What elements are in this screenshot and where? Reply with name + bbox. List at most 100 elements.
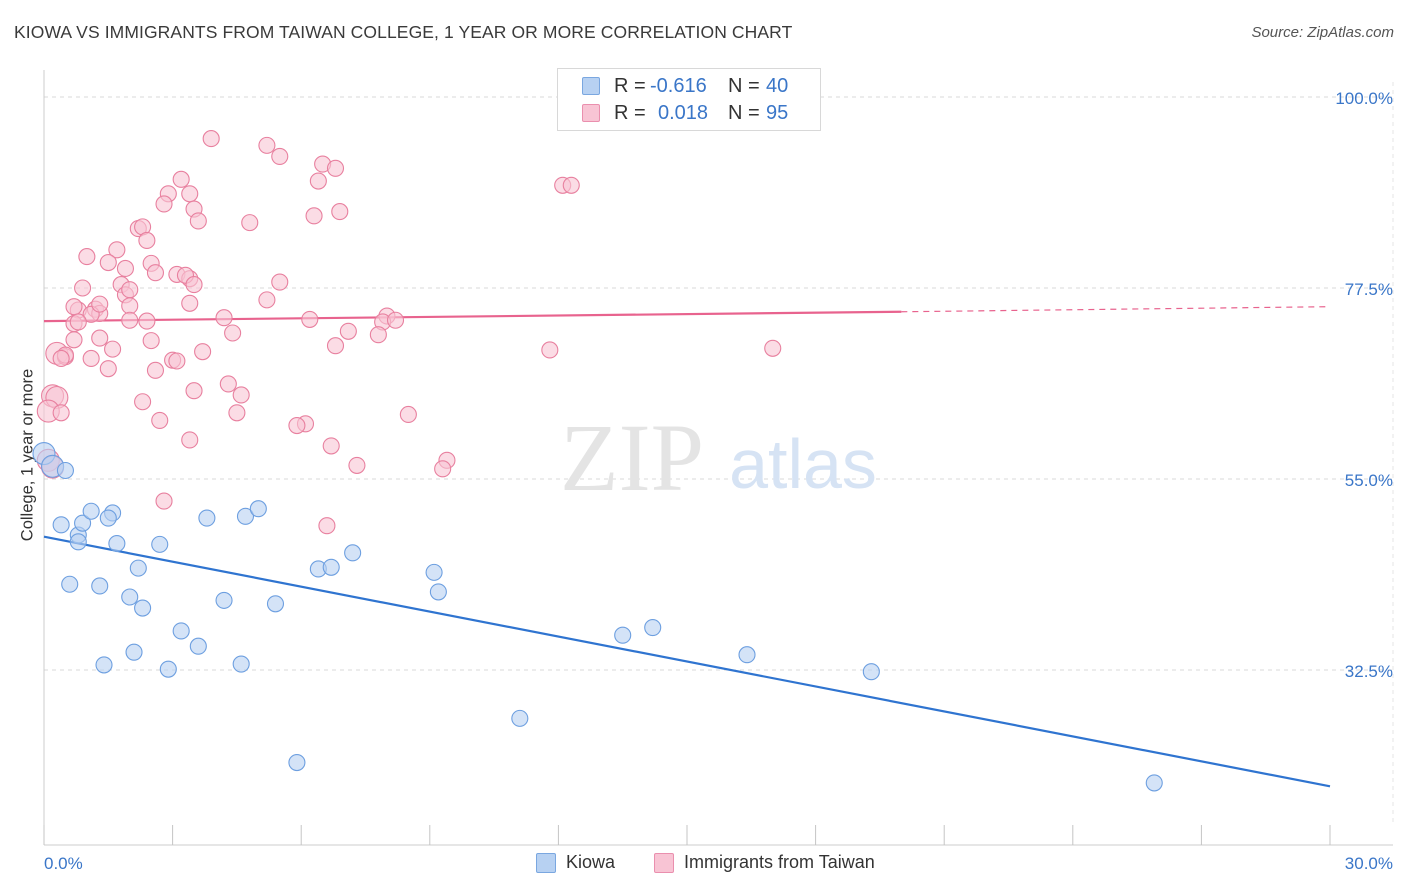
kiowa-point [644,619,662,637]
axes [43,70,1394,846]
kiowa-point [125,643,143,661]
taiwan-point [146,361,165,379]
taiwan-point [52,404,70,422]
kiowa-point [121,588,139,606]
taiwan-point [288,416,306,435]
taiwan-point [138,231,156,250]
taiwan-swatch [582,104,600,122]
taiwan-point [301,310,319,328]
taiwan-point [65,331,83,349]
legend-row-kiowa: R = -0.616 N = 40 [582,74,788,98]
kiowa-point [215,591,233,609]
taiwan-point [241,214,259,232]
kiowa-point [862,663,880,681]
taiwan-point [541,341,559,359]
taiwan-point [104,340,122,358]
taiwan-point [331,203,349,221]
taiwan-point [369,326,387,344]
taiwan-point [69,313,87,331]
kiowa-point [249,500,267,518]
taiwan-point [258,136,276,154]
kiowa-point [344,544,362,562]
taiwan-point [348,456,366,474]
taiwan-point [142,332,160,350]
taiwan-point [271,147,289,165]
taiwan-point [74,279,92,297]
taiwan-point [99,253,117,272]
x-tick-label: 30.0% [1345,854,1393,873]
taiwan-point [194,343,212,361]
taiwan-point [326,337,345,355]
legend-item-kiowa: Kiowa [536,852,615,873]
taiwan-point [219,375,237,393]
taiwan-point [322,437,340,455]
taiwan-point [155,195,173,213]
kiowa-point [266,595,285,613]
kiowa-n-value: 40 [766,74,789,97]
kiowa-point [56,461,74,480]
trend-lines [43,306,1331,788]
taiwan-trend-line [43,310,902,323]
kiowa-point [322,558,340,576]
taiwan-point [386,311,405,329]
kiowa-point [288,753,306,772]
taiwan-point [228,404,246,422]
taiwan-point [764,339,782,357]
kiowa-trend-line [43,535,1331,788]
kiowa-r-value: -0.616 [650,74,707,97]
taiwan-point [202,130,220,148]
taiwan-r-label: R = [614,101,646,124]
taiwan-point [121,311,139,329]
taiwan-point [172,170,190,188]
taiwan-point [224,324,242,342]
kiowa-point [151,535,169,553]
taiwan-point [309,172,327,190]
kiowa-point [614,626,632,644]
kiowa-point [159,660,177,678]
taiwan-point [326,159,345,177]
y-tick-label: 55.0% [1345,471,1393,490]
taiwan-point [151,411,169,429]
taiwan-legend-swatch [654,852,674,873]
kiowa-point [129,559,147,577]
taiwan-point [138,312,156,330]
kiowa-point [91,577,109,595]
kiowa-point [1145,774,1163,792]
taiwan-point [232,386,250,404]
taiwan-point [185,382,203,400]
taiwan-point [146,264,165,282]
kiowa-n-label: N = [728,74,760,97]
correlation-legend: R = -0.616 N = 40 R = 0.018 N = 95 [557,68,821,131]
taiwan-point [339,322,357,340]
taiwan-r-value: 0.018 [658,101,709,124]
taiwan-point [155,492,173,510]
taiwan-point [52,349,70,368]
taiwan-point [99,360,117,378]
taiwan-point [91,295,109,313]
y-tick-label: 32.5% [1345,662,1393,681]
taiwan-point [185,276,203,294]
y-tick-label: 77.5% [1345,280,1393,299]
taiwan-n-value: 95 [766,101,789,124]
taiwan-point [399,405,417,424]
taiwan-point [215,309,233,327]
kiowa-legend-swatch [536,852,556,873]
chart-title: KIOWA VS IMMIGRANTS FROM TAIWAN COLLEGE,… [14,22,793,42]
taiwan-point [91,329,109,347]
kiowa-point [74,514,92,532]
kiowa-point [236,507,255,525]
taiwan-point [181,294,199,312]
legend-item-taiwan: Immigrants from Taiwan [654,852,875,873]
taiwan-point [305,207,323,225]
taiwan-point [116,259,134,278]
kiowa-point [52,516,70,534]
taiwan-trend-extrapolation [901,306,1331,313]
taiwan-point [121,281,139,299]
kiowa-point [108,534,126,553]
taiwan-point [271,273,289,291]
kiowa-point [69,533,87,551]
taiwan-point [181,431,199,449]
taiwan-point [318,517,336,535]
watermark-zip: ZIP [560,404,704,511]
kiowa-point [511,709,529,727]
